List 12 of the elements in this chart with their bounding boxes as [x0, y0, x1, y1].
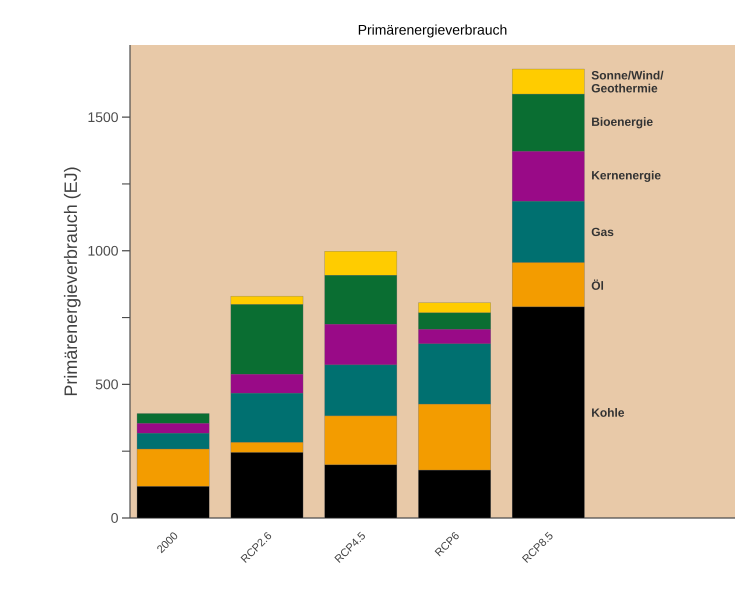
y-tick-label: 1000 — [88, 246, 118, 256]
series-label: Öl — [592, 280, 604, 290]
y-tick-label: 1500 — [88, 112, 118, 122]
series-label: Bioenergie — [592, 117, 653, 128]
y-tick-label: 500 — [96, 379, 118, 390]
series-label: Gas — [592, 228, 614, 236]
series-label: Kohle — [592, 408, 624, 417]
chart-title: Primärenergieverbrauch — [358, 24, 506, 38]
series-label: Sonne/Wind/ Geothermie — [592, 70, 664, 92]
series-label: Kernenergie — [592, 170, 661, 182]
y-tick-label: 0 — [111, 513, 118, 523]
y-axis-title: Primärenergieverbrauch (EJ) — [64, 168, 81, 396]
